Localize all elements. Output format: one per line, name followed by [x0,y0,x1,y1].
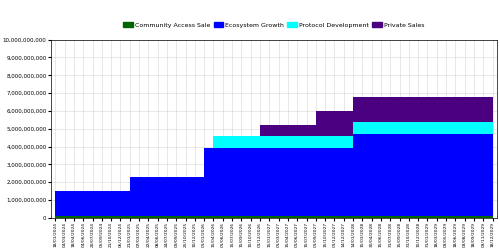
Legend: Community Access Sale, Ecosystem Growth, Protocol Development, Private Sales: Community Access Sale, Ecosystem Growth,… [120,20,427,30]
